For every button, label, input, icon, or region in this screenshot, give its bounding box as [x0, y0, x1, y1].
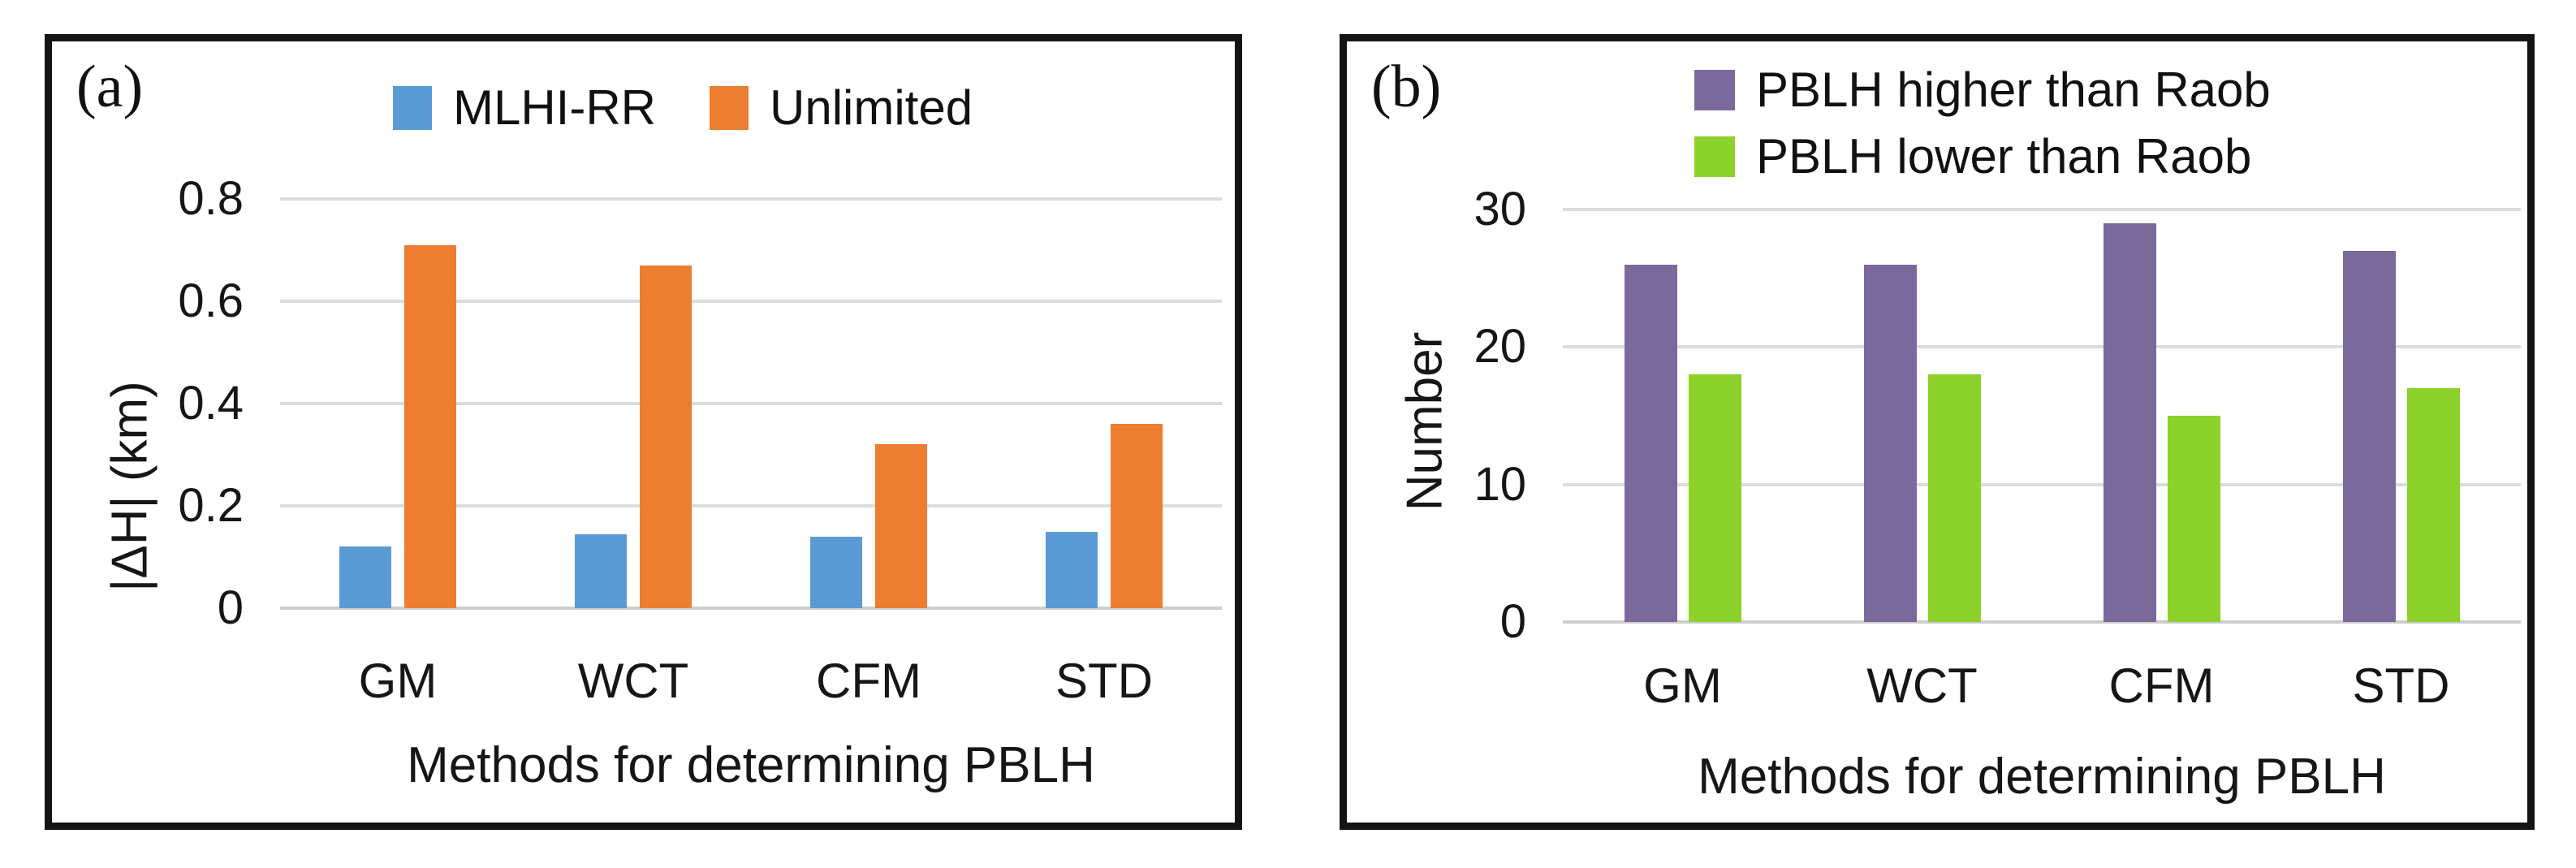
bar-wct-series-1 [1927, 374, 1981, 622]
x-axis-line [1563, 620, 2521, 624]
x-category-label: WCT [577, 654, 689, 708]
panel-a: (a) MLHI-RR Unlimited |ΔH| (km) Methods f… [45, 34, 1242, 830]
y-tick-label: 20 [1474, 320, 1526, 374]
legend-label: Unlimited [770, 80, 973, 135]
gridline [280, 300, 1222, 303]
bar-gm-series-1 [1688, 374, 1741, 622]
panel-b-label: (b) [1371, 54, 1442, 120]
gridline [280, 197, 1222, 201]
legend: MLHI-RR Unlimited [393, 84, 973, 132]
gridline [1563, 208, 2521, 211]
x-category-label: CFM [816, 654, 921, 708]
bar-cfm-series-0 [2103, 222, 2156, 622]
y-tick-label: 0.6 [178, 274, 244, 327]
x-category-label: STD [1055, 654, 1153, 708]
bar-cfm-series-1 [2167, 416, 2220, 622]
x-axis-title: Methods for determining PBLH [407, 737, 1095, 793]
y-tick-label: 0.4 [178, 377, 244, 430]
gridline [1563, 345, 2521, 349]
y-tick-label: 0 [217, 581, 244, 634]
x-axis-line [280, 607, 1222, 610]
panel-b: (b) PBLH higher than Raob PBLH lower than… [1340, 34, 2535, 830]
bar-wct-series-0 [575, 533, 627, 608]
legend-item: PBLH lower than Raob [1694, 132, 2271, 181]
legend-item: PBLH higher than Raob [1694, 66, 2271, 114]
legend-swatch-icon [1694, 136, 1735, 177]
legend-item: Unlimited [710, 84, 973, 132]
x-axis-title: Methods for determining PBLH [1698, 749, 2386, 805]
bar-std-series-1 [1111, 424, 1163, 608]
legend-label: PBLH higher than Raob [1756, 63, 2271, 117]
legend-swatch-icon [710, 86, 749, 130]
x-category-label: WCT [1866, 659, 1978, 713]
bar-cfm-series-0 [810, 536, 862, 608]
legend-item: MLHI-RR [393, 84, 656, 132]
bar-wct-series-0 [1863, 264, 1917, 622]
gridline [1563, 482, 2521, 486]
y-tick-label: 0 [1499, 595, 1526, 648]
gridline [280, 504, 1222, 507]
bar-cfm-series-1 [875, 444, 927, 608]
x-category-label: STD [2352, 659, 2450, 713]
bar-gm-series-1 [404, 244, 456, 608]
panel-a-label: (a) [76, 54, 144, 120]
legend-swatch-icon [1694, 70, 1735, 110]
x-category-label: GM [1643, 659, 1722, 713]
legend-label: MLHI-RR [453, 80, 656, 135]
x-category-label: GM [358, 654, 438, 708]
legend: PBLH higher than Raob PBLH lower than Rao… [1694, 66, 2271, 181]
bar-wct-series-1 [640, 265, 692, 608]
gridline [280, 402, 1222, 405]
bar-gm-series-0 [1624, 264, 1677, 622]
y-tick-label: 30 [1474, 183, 1526, 235]
bar-std-series-0 [1046, 531, 1098, 608]
bar-std-series-0 [2342, 250, 2396, 622]
bar-std-series-1 [2406, 388, 2460, 622]
legend-swatch-icon [393, 86, 432, 130]
y-tick-label: 10 [1474, 457, 1526, 511]
legend-label: PBLH lower than Raob [1756, 129, 2252, 184]
y-tick-label: 0.8 [178, 172, 244, 225]
bar-gm-series-0 [339, 546, 391, 608]
x-category-label: CFM [2108, 659, 2215, 713]
y-tick-label: 0.2 [178, 479, 244, 532]
